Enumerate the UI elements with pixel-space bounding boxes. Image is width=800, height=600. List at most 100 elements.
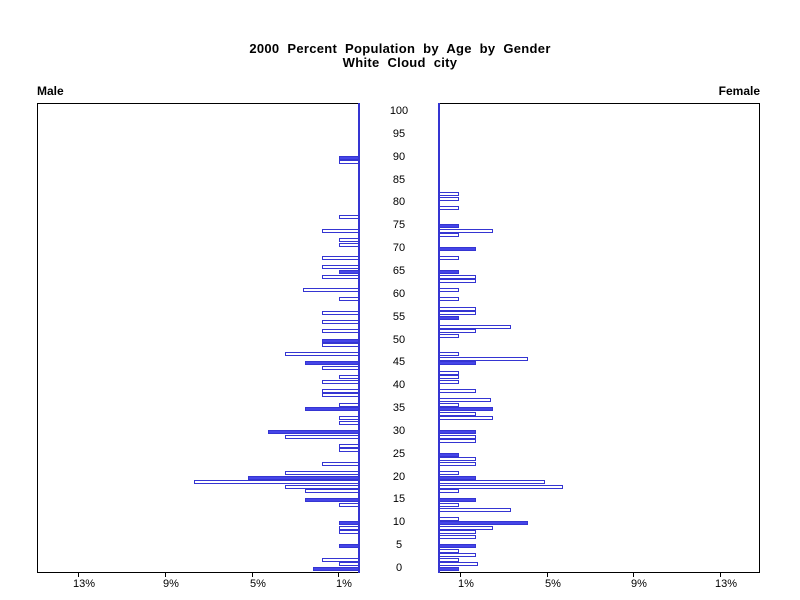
age-tick-label-90: 90 xyxy=(392,150,406,163)
bar-male-age-18 xyxy=(285,484,359,489)
bar-female-age-81 xyxy=(439,196,459,201)
bar-male-age-77 xyxy=(339,215,359,220)
female-zero-line xyxy=(438,103,440,573)
female-panel xyxy=(438,103,760,573)
age-tick-label-40: 40 xyxy=(392,379,406,392)
bar-female-age-21 xyxy=(439,471,459,475)
bar-male-age-54 xyxy=(322,320,359,325)
chart-title-line2: White Cloud city xyxy=(342,55,458,70)
bar-female-age-8 xyxy=(439,530,476,535)
female-tick-label-9%: 9% xyxy=(631,578,647,590)
age-tick-label-100: 100 xyxy=(389,105,409,117)
bar-female-age-59 xyxy=(439,297,459,302)
male-tick-label-1%: 1% xyxy=(336,578,352,590)
bar-female-age-56 xyxy=(439,311,476,316)
bar-female-age-11 xyxy=(439,516,459,521)
age-tick-label-15: 15 xyxy=(392,493,406,506)
male-zero-line xyxy=(358,103,360,573)
bar-female-age-45 xyxy=(439,361,476,366)
bar-male-age-23 xyxy=(322,461,359,466)
bar-female-age-53 xyxy=(439,324,511,329)
female-tick-label-13%: 13% xyxy=(714,578,738,590)
bar-female-age-70 xyxy=(439,247,476,252)
age-tick-label-70: 70 xyxy=(392,242,406,255)
bar-female-age-68 xyxy=(439,256,459,261)
bar-female-age-75 xyxy=(439,224,459,229)
bar-male-age-2 xyxy=(322,557,359,562)
bar-male-age-71 xyxy=(339,242,359,247)
bar-male-age-21 xyxy=(285,471,359,475)
bar-female-age-61 xyxy=(439,288,459,293)
male-tick-9% xyxy=(165,573,166,577)
bar-female-age-35 xyxy=(439,407,493,411)
bar-female-age-25 xyxy=(439,452,459,457)
male-tick-label-13%: 13% xyxy=(72,578,96,590)
age-tick-label-30: 30 xyxy=(392,424,406,437)
female-tick-5% xyxy=(547,573,548,577)
bar-female-age-33 xyxy=(439,416,493,421)
bar-female-age-29 xyxy=(439,434,476,439)
bar-male-age-30 xyxy=(268,429,359,434)
bar-male-age-10 xyxy=(339,521,359,526)
male-tick-1% xyxy=(338,573,339,577)
bar-female-age-17 xyxy=(439,489,459,494)
age-tick-label-55: 55 xyxy=(392,310,406,323)
bar-male-age-20 xyxy=(248,475,359,480)
bar-female-age-52 xyxy=(439,329,476,334)
bar-female-age-5 xyxy=(439,544,476,549)
age-tick-label-60: 60 xyxy=(392,287,406,300)
bar-male-age-35 xyxy=(305,407,359,411)
bar-female-age-7 xyxy=(439,535,476,539)
female-label: Female xyxy=(718,84,760,98)
bar-female-age-41 xyxy=(439,379,459,384)
bar-female-age-30 xyxy=(439,429,476,434)
bar-male-age-45 xyxy=(305,361,359,366)
bar-male-age-49 xyxy=(322,343,359,348)
bar-male-age-90 xyxy=(339,155,359,160)
bar-female-age-10 xyxy=(439,521,528,526)
bar-male-age-66 xyxy=(322,265,359,270)
bar-female-age-74 xyxy=(439,228,493,233)
bar-female-age-9 xyxy=(439,525,493,530)
bar-female-age-79 xyxy=(439,206,459,210)
age-tick-label-75: 75 xyxy=(392,219,406,232)
bar-female-age-24 xyxy=(439,457,476,462)
age-tick-label-95: 95 xyxy=(392,127,406,140)
age-tick-label-35: 35 xyxy=(392,402,406,414)
age-tick-label-25: 25 xyxy=(392,447,406,460)
bar-male-age-0 xyxy=(313,567,359,571)
bar-male-age-50 xyxy=(322,338,359,343)
bar-male-age-33 xyxy=(339,416,359,421)
bar-male-age-61 xyxy=(303,288,359,293)
bar-male-age-89 xyxy=(339,160,359,165)
bar-male-age-68 xyxy=(322,256,359,261)
female-tick-9% xyxy=(633,573,634,577)
bar-male-age-17 xyxy=(305,489,359,494)
bar-male-age-64 xyxy=(322,274,359,279)
female-tick-1% xyxy=(460,573,461,577)
bar-female-age-1 xyxy=(439,562,478,567)
female-tick-label-1%: 1% xyxy=(458,578,474,590)
bar-male-age-5 xyxy=(339,544,359,549)
age-tick-label-85: 85 xyxy=(392,173,406,186)
bar-female-age-57 xyxy=(439,306,476,311)
age-tick-label-65: 65 xyxy=(392,264,406,277)
bar-male-age-56 xyxy=(322,311,359,316)
bar-female-age-65 xyxy=(439,269,459,274)
bar-female-age-51 xyxy=(439,333,459,338)
age-tick-label-80: 80 xyxy=(392,196,406,209)
bar-male-age-1 xyxy=(339,562,359,567)
bar-female-age-46 xyxy=(439,356,528,361)
bar-female-age-39 xyxy=(439,388,476,393)
bar-male-age-47 xyxy=(285,352,359,357)
bar-male-age-59 xyxy=(339,297,359,302)
bar-female-age-2 xyxy=(439,557,459,562)
age-tick-label-45: 45 xyxy=(392,356,406,369)
male-tick-5% xyxy=(252,573,253,577)
bar-male-age-14 xyxy=(339,503,359,507)
bar-female-age-43 xyxy=(439,370,459,375)
bar-female-age-73 xyxy=(439,233,459,238)
age-tick-label-20: 20 xyxy=(392,470,406,483)
bar-female-age-0 xyxy=(439,567,459,571)
